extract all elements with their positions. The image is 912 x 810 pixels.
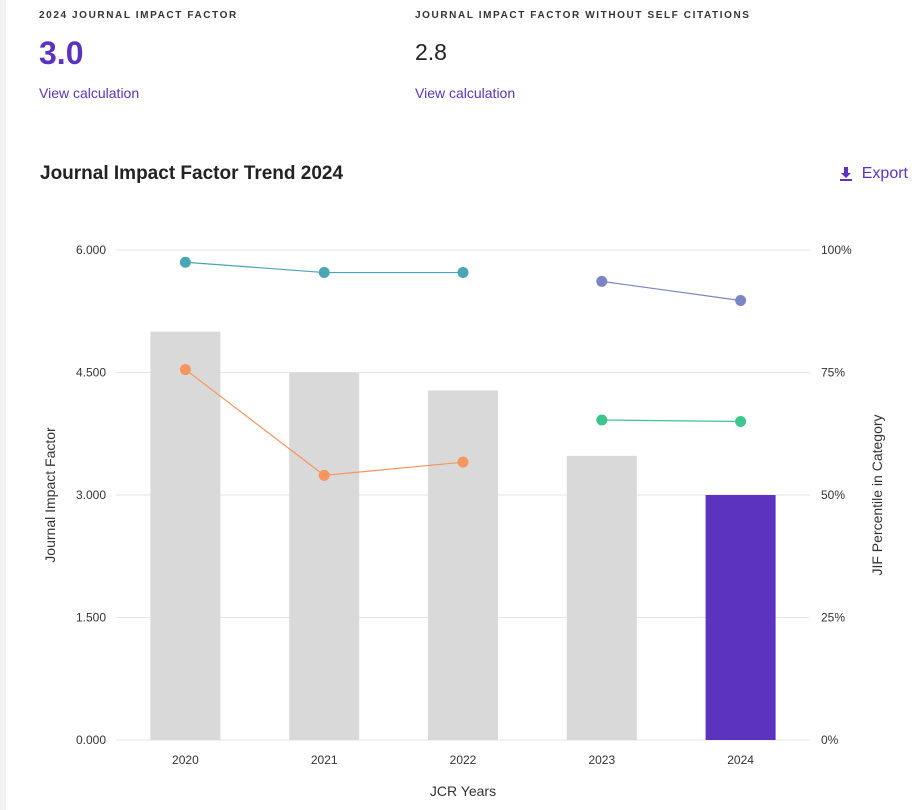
orange-series-point [179,364,191,376]
x-tick-label: 2023 [588,753,615,767]
jif-no-self-label: JOURNAL IMPACT FACTOR WITHOUT SELF CITAT… [415,10,751,21]
bar [566,455,637,740]
jif-no-self-view-calculation-link[interactable]: View calculation [415,85,516,101]
bar [705,495,776,740]
jif-no-self-metric: JOURNAL IMPACT FACTOR WITHOUT SELF CITAT… [415,10,751,66]
jif-value: 3.0 [39,35,84,71]
y2-tick-label: 50% [821,488,845,502]
export-button[interactable]: Export [839,165,908,183]
x-tick-label: 2021 [311,753,338,767]
slate-series-line [601,280,741,302]
y2-axis-title: JIF Percentile in Category [869,414,885,575]
download-icon [839,167,852,181]
y2-tick-label: 0% [821,733,839,747]
teal-series-point [457,267,469,279]
x-axis-title: JCR Years [430,783,496,799]
chart-section-title: Journal Impact Factor Trend 2024 [40,163,344,184]
bar [150,331,221,740]
orange-series-point [318,469,330,481]
teal-series-point [179,256,191,268]
teal-series-point [318,267,330,279]
x-tick-label: 2024 [727,753,754,767]
jif-no-self-value: 2.8 [415,39,447,65]
jif-metric: 2024 JOURNAL IMPACT FACTOR 3.0 [39,10,238,72]
green-series-point [735,416,747,427]
slate-series-point [735,294,747,306]
slate-series-point [596,275,608,287]
y-tick-label: 4.500 [76,366,106,380]
left-border [0,0,6,810]
y-tick-label: 0.000 [76,733,106,747]
export-label: Export [861,165,908,182]
x-tick-label: 2022 [450,753,477,767]
y2-tick-label: 75% [821,366,845,380]
y-tick-label: 6.000 [76,243,106,257]
green-series-line [601,419,741,423]
y-tick-label: 1.500 [76,611,106,625]
orange-series-point [457,456,469,468]
jif-view-calculation-link[interactable]: View calculation [39,85,140,101]
bar [289,372,360,740]
y2-tick-label: 100% [821,243,852,257]
x-tick-label: 2020 [172,753,199,767]
y2-tick-label: 25% [821,611,845,625]
y-axis-title: Journal Impact Factor [42,427,58,563]
green-series-point [596,414,608,426]
jif-label: 2024 JOURNAL IMPACT FACTOR [39,10,238,21]
y-tick-label: 3.000 [76,488,106,502]
bar [428,390,498,740]
